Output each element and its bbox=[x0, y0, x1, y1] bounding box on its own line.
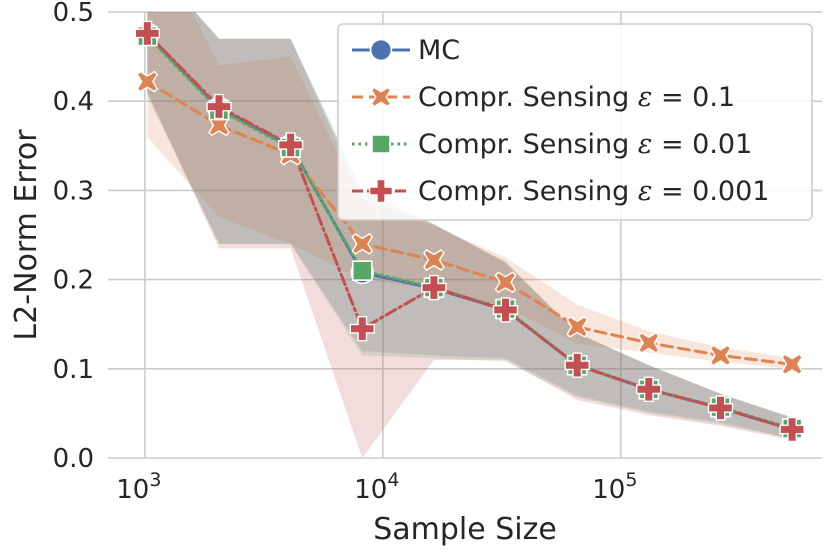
marker-series-1-point-5 bbox=[494, 271, 517, 294]
marker-series-3-point-7 bbox=[636, 376, 662, 402]
marker-series-3-point-0 bbox=[134, 20, 161, 47]
marker-series-1-point-7 bbox=[637, 332, 660, 354]
legend-label-2: Compr. Sensing ε = 0.01 bbox=[418, 129, 752, 160]
x-tick-exponent-1: 4 bbox=[387, 469, 399, 491]
legend-label-value-3: 0.001 bbox=[692, 176, 769, 207]
x-tick-exponent-2: 5 bbox=[625, 469, 637, 491]
legend-box bbox=[337, 23, 813, 221]
y-tick-label-4: 0.4 bbox=[53, 87, 94, 117]
y-axis-title: L2-Norm Error bbox=[9, 129, 44, 341]
y-tick-label-5: 0.5 bbox=[53, 0, 94, 28]
x-tick-label-1: 104 bbox=[354, 469, 399, 505]
legend-label-symbol-2: ε bbox=[638, 129, 653, 160]
legend-label-text-0: MC bbox=[418, 35, 460, 66]
x-tick-base-2: 10 bbox=[592, 475, 625, 505]
y-tick-label-3: 0.3 bbox=[53, 176, 94, 206]
confidence-bands bbox=[147, 12, 793, 458]
marker-series-1-point-8 bbox=[709, 344, 732, 367]
legend-label-value-1: 0.1 bbox=[692, 82, 735, 113]
marker-series-3-point-6 bbox=[564, 352, 590, 378]
band-series-0 bbox=[147, 12, 793, 439]
marker-series-1-point-0 bbox=[136, 70, 159, 93]
band-series-2 bbox=[147, 12, 793, 440]
x-tick-base-1: 10 bbox=[354, 475, 387, 505]
marker-series-2-point-3 bbox=[351, 260, 373, 281]
y-tick-label-0: 0.0 bbox=[53, 444, 94, 474]
marker-series-1-point-9 bbox=[781, 353, 803, 376]
marker-series-3-point-4 bbox=[421, 274, 447, 301]
series-lines bbox=[145, 31, 794, 431]
marker-series-3-point-9 bbox=[779, 416, 805, 443]
legend-marker-3 bbox=[368, 178, 394, 204]
x-axis-title: Sample Size bbox=[373, 512, 557, 547]
marker-series-3-point-5 bbox=[492, 297, 519, 323]
legend-label-3: Compr. Sensing ε = 0.001 bbox=[418, 176, 769, 207]
marker-series-3-point-3 bbox=[349, 316, 375, 342]
legend-label-eq-1: = bbox=[652, 82, 692, 113]
series-markers bbox=[134, 20, 805, 443]
marker-series-1-point-3 bbox=[351, 233, 374, 255]
marker-series-1-point-4 bbox=[423, 249, 445, 271]
legend-marker-2 bbox=[371, 134, 391, 154]
legend-label-text-1: Compr. Sensing bbox=[418, 82, 638, 113]
line-series-3 bbox=[145, 31, 794, 431]
legend-label-1: Compr. Sensing ε = 0.1 bbox=[418, 82, 735, 113]
x-tick-label-2: 105 bbox=[592, 469, 637, 505]
marker-series-1-point-6 bbox=[566, 316, 589, 338]
legend-label-eq-2: = bbox=[652, 129, 692, 160]
legend-marker-1 bbox=[370, 86, 392, 108]
legend-label-eq-3: = bbox=[652, 176, 692, 207]
y-tick-label-1: 0.1 bbox=[53, 355, 94, 385]
x-tick-exponent-0: 3 bbox=[149, 469, 161, 491]
band-series-1 bbox=[147, 12, 793, 369]
x-tick-base-0: 10 bbox=[116, 475, 149, 505]
marker-series-3-point-1 bbox=[206, 93, 232, 120]
band-series-3 bbox=[147, 12, 793, 458]
marker-series-3-point-8 bbox=[707, 395, 734, 421]
line-series-1 bbox=[145, 80, 794, 366]
y-tick-label-2: 0.2 bbox=[53, 266, 94, 296]
legend-label-0: MC bbox=[418, 35, 460, 66]
marker-series-3-point-2 bbox=[277, 132, 304, 158]
x-tick-label-0: 103 bbox=[116, 469, 161, 505]
legend-label-text-3: Compr. Sensing bbox=[418, 176, 638, 207]
legend-label-value-2: 0.01 bbox=[692, 129, 752, 160]
legend-marker-0 bbox=[369, 38, 393, 62]
legend-label-symbol-1: ε bbox=[638, 82, 653, 113]
legend-label-symbol-3: ε bbox=[638, 176, 653, 207]
legend-label-text-2: Compr. Sensing bbox=[418, 129, 638, 160]
